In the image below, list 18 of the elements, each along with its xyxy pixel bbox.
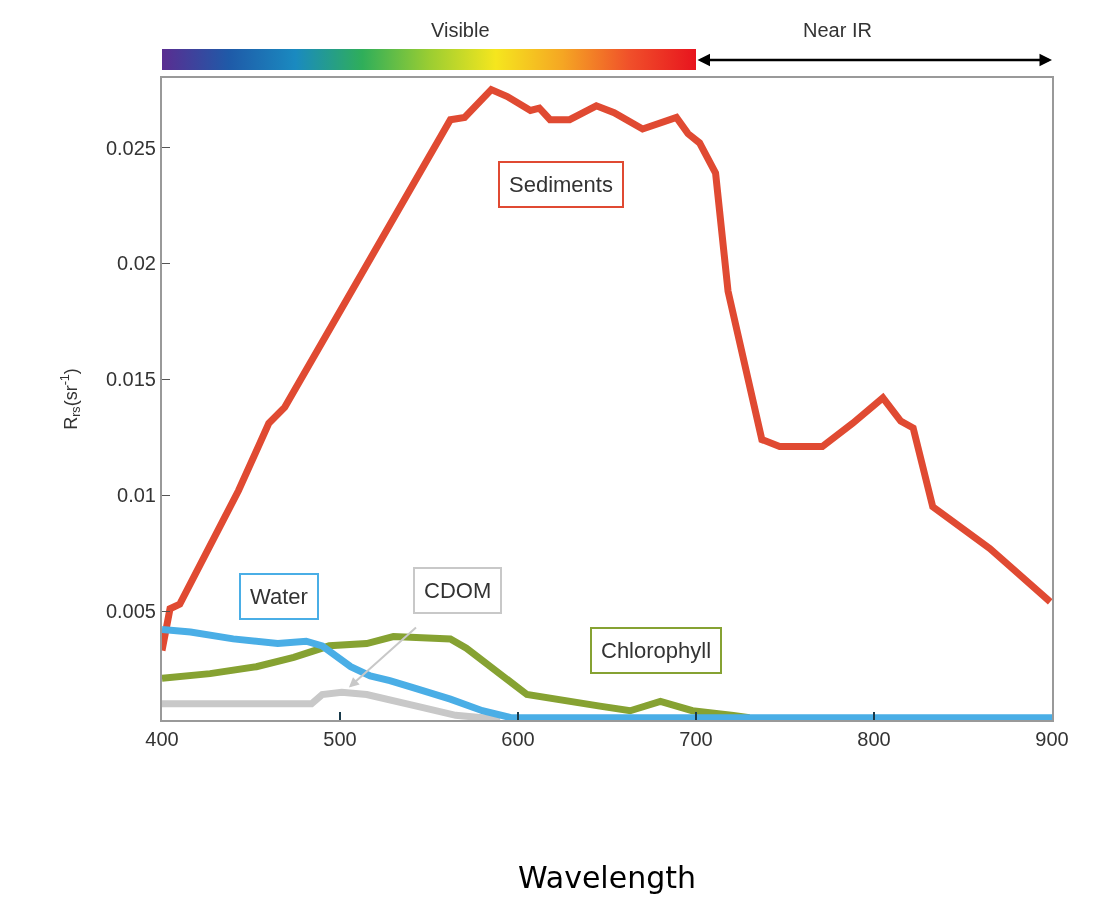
y-tick-label: 0.005 [105, 600, 156, 623]
x-tick-label: 500 [323, 728, 357, 750]
text: Sediments [509, 172, 613, 197]
series-label: Water [250, 584, 308, 609]
x-tick-label: 400 [145, 728, 179, 750]
y-tick-label: 0.01 [117, 484, 156, 507]
y-tick-label: 0.02 [117, 252, 156, 275]
text: CDOM [424, 578, 492, 603]
series-label: Chlorophyll [601, 638, 712, 663]
x-tick-label: 700 [679, 728, 713, 750]
x-tick-label: 600 [501, 728, 535, 750]
x-tick-label: 800 [857, 728, 891, 750]
text: Visible [431, 19, 490, 41]
y-tick-label: 0.015 [105, 368, 156, 391]
x-tick-label: 900 [1035, 728, 1069, 750]
text: Near IR [803, 19, 872, 41]
x-axis-title: Wavelength [518, 860, 696, 895]
y-tick-label: 0.025 [105, 136, 156, 159]
